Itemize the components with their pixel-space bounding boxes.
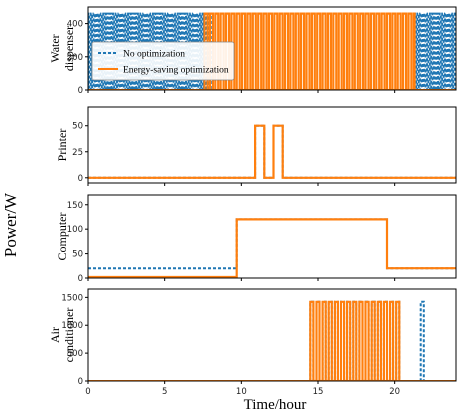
- panel-2-series-2-line-1: [88, 124, 456, 179]
- panel-1-ylabel-line-2: dispenser: [62, 26, 76, 71]
- panel-2-ytick-label-1: 0: [78, 174, 83, 184]
- panel-3-series-2-line-1: [88, 218, 456, 278]
- panel-1-ytick-label-1: 0: [78, 86, 83, 96]
- legend: No optimization Energy-saving optimizatio…: [91, 41, 235, 81]
- panel-3-ylabel-line-1: Computer: [55, 213, 69, 261]
- panel-3-ytick-label-1: 0: [78, 274, 83, 284]
- panel-2-ylabel-line-1: Printer: [55, 129, 69, 162]
- panel-1-series-2-line-1: [203, 12, 416, 90]
- xtick-label-5: 20: [389, 387, 400, 397]
- panel-1-ylabel-line-1: Water: [48, 34, 62, 62]
- panels: 0200400Waterdispenser02550Printer0501001…: [48, 6, 457, 397]
- xtick-label-2: 5: [162, 387, 167, 397]
- panel-4-ytick-label-4: 1500: [61, 293, 83, 303]
- xtick-label-3: 10: [236, 387, 247, 397]
- panel-4-ylabel-line-1: Air: [48, 327, 62, 343]
- panel-3-series-1-line-1: [88, 218, 456, 270]
- panel-1-ytick-label-3: 400: [67, 20, 83, 30]
- panel-3-ytick-label-3: 100: [67, 225, 83, 235]
- panel-3: 0 50 100 150 Computer: [55, 194, 457, 284]
- panel-4-lines: [88, 300, 456, 381]
- x-axis-label: Time/hour: [244, 397, 307, 413]
- panel-1-frame: [87, 6, 457, 91]
- xtick-label-4: 15: [313, 387, 324, 397]
- panel-4-ytick-label-2: 500: [67, 349, 83, 359]
- panel-2-lines: [88, 124, 456, 179]
- panel-4-ytick-label-1: 0: [78, 377, 83, 387]
- legend-label-2: Energy-saving optimization: [123, 66, 229, 76]
- panel-4-ytick-label-3: 1000: [61, 321, 83, 331]
- panel-1-lines: [88, 12, 456, 90]
- panel-1-ytick-label-2: 200: [67, 53, 83, 63]
- panel-4-frame: [87, 288, 457, 382]
- panel-2-series-1-line-1: [88, 124, 456, 179]
- panel-2-ytick-label-3: 50: [72, 122, 83, 132]
- common-ylabel: Power/W: [1, 192, 20, 257]
- panel-3-ylabel: Computer: [55, 213, 69, 261]
- panel-3-frame: [87, 194, 457, 279]
- panel-4-series-2-line-1: [309, 300, 401, 381]
- legend-label-1: No optimization: [123, 50, 185, 60]
- panel-4-ylabel: Airconditioner: [48, 308, 76, 363]
- panel-4-ylabel-line-2: conditioner: [62, 308, 76, 363]
- panel-3-ytick-label-4: 150: [67, 201, 83, 211]
- panel-2-frame: [87, 106, 457, 184]
- panel-4: 0 500 1000 1500 0 5 10 15 20 Airconditioner: [48, 288, 457, 397]
- panel-1-series-1-line-1: [88, 12, 212, 90]
- panel-1-series-1-line-2: [413, 12, 456, 90]
- panel-2-ytick-label-2: 25: [72, 148, 83, 158]
- panel-2-ylabel: Printer: [55, 129, 69, 162]
- panel-1-ylabel: Waterdispenser: [48, 26, 76, 71]
- legend-box: [91, 41, 235, 81]
- panel-4-series-1-line-2: [419, 300, 425, 381]
- panel-3-lines: [88, 218, 456, 278]
- xtick-label-1: 0: [85, 387, 90, 397]
- panel-3-ytick-label-2: 50: [72, 250, 83, 260]
